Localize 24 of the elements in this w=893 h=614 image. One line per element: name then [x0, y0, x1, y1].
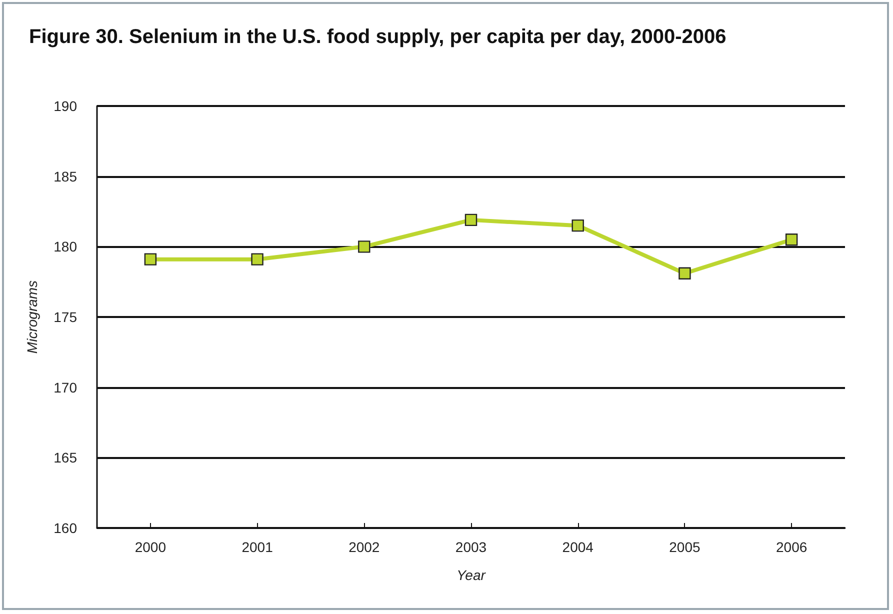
y-axis-title: Micrograms	[24, 280, 40, 354]
y-tick-label: 175	[54, 309, 78, 325]
y-tick-label: 170	[54, 379, 78, 396]
x-axis-title: Year	[456, 567, 487, 583]
point	[251, 253, 264, 266]
x-tick-label: 2004	[562, 539, 594, 555]
x-tick-label: 2006	[776, 539, 808, 555]
chart-title: Figure 30. Selenium in the U.S. food supply, per capita per day, 2000-2006	[29, 26, 726, 48]
point	[785, 234, 798, 246]
x-tick-label: 2003	[455, 539, 487, 555]
point	[464, 214, 478, 226]
x-tick-label: 2002	[348, 539, 380, 555]
x-tick-label: 2005	[669, 539, 700, 555]
point	[572, 219, 584, 232]
y-tick-label: 185	[54, 168, 78, 184]
point	[678, 267, 691, 280]
point	[358, 240, 370, 253]
y-tick-label: 160	[54, 520, 78, 536]
y-tick-label: 165	[54, 450, 78, 466]
x-tick-label: 2000	[134, 539, 166, 555]
y-tick-label: 180	[54, 238, 78, 255]
x-tick-label: 2001	[242, 539, 274, 555]
point	[144, 253, 157, 266]
y-tick-label: 190	[54, 98, 78, 114]
